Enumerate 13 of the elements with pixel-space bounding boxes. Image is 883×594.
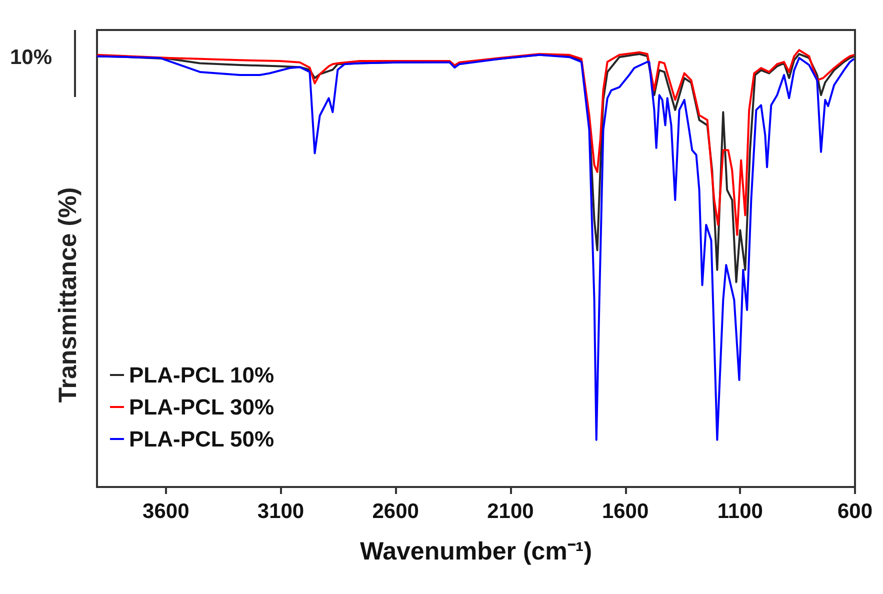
x-tick-label: 600 [837,500,873,523]
x-tick-label: 1600 [602,500,649,523]
legend-label: PLA-PCL 10% [129,362,274,388]
y-axis-title: Transmittance (%) [54,186,83,402]
legend-label: PLA-PCL 30% [129,394,274,420]
x-tick-label: 3600 [142,500,190,523]
x-tick-label: 2600 [372,500,419,523]
text: 10% [10,46,52,70]
legend-label: PLA-PCL 50% [129,426,274,452]
x-tick-label: 2100 [487,500,534,523]
x-tick-label: 3100 [257,500,304,523]
x-axis-title: Wavenumber (cm⁻¹) [360,538,592,566]
x-tick-label: 1100 [717,500,763,523]
